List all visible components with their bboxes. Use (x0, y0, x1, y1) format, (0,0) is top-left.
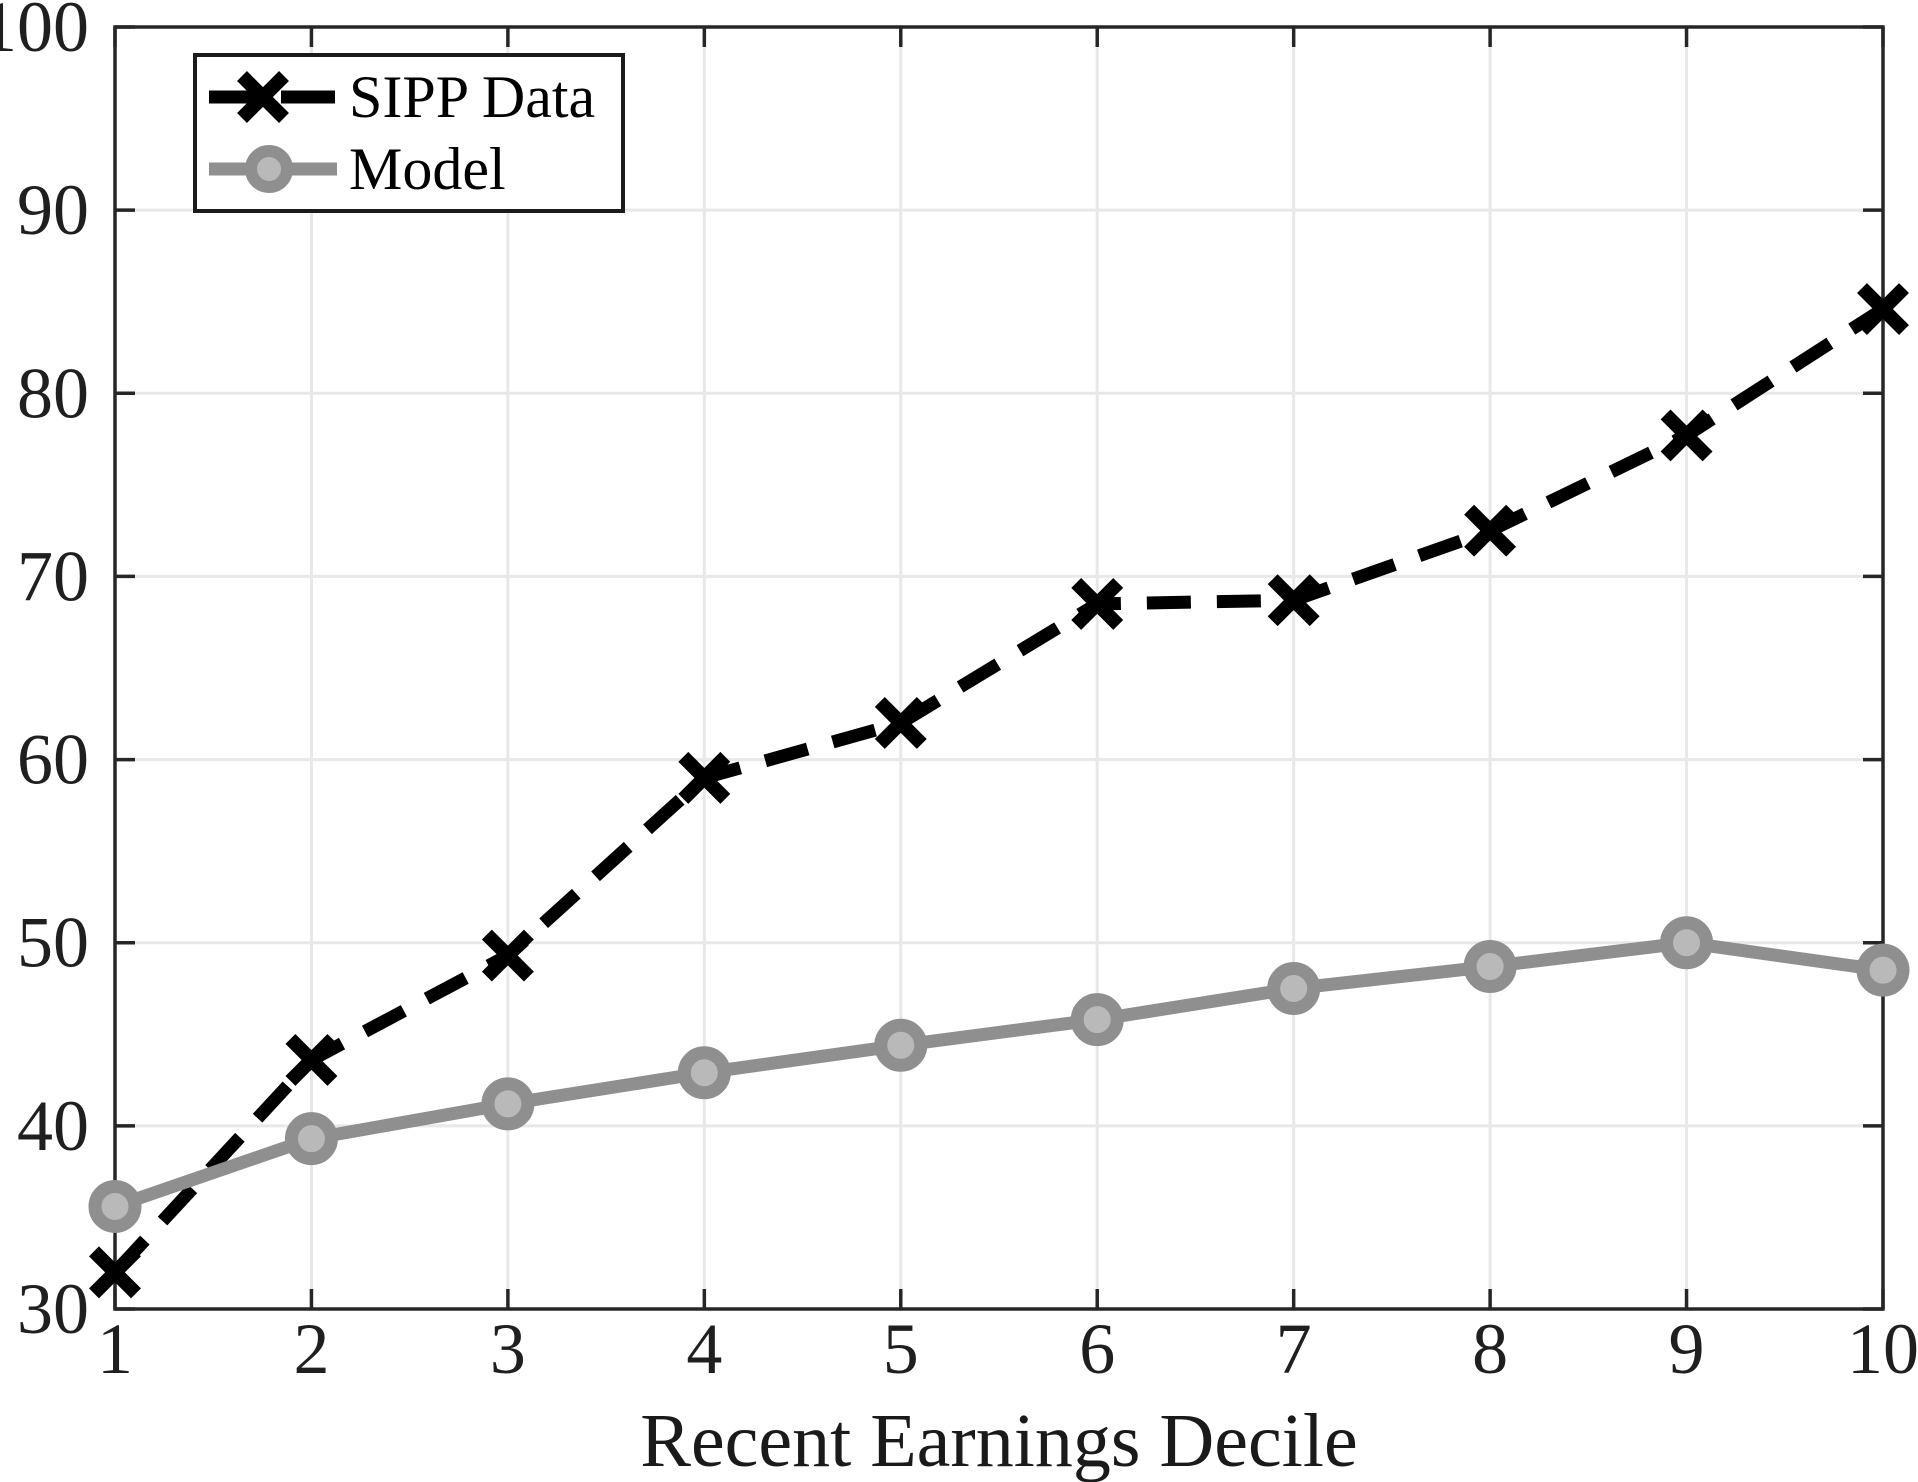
legend-label-model: Model (349, 136, 506, 202)
legend-entry-model: Model (207, 137, 611, 201)
legend: SIPP Data Model (193, 53, 625, 213)
x-axis-tick-label: 9 (1669, 1309, 1705, 1389)
x-axis-tick-label: 1 (97, 1309, 133, 1389)
sipp-data-point-marker (1464, 504, 1517, 557)
sipp-data-point-marker (1660, 409, 1713, 462)
sipp-data-point-marker (89, 1246, 141, 1299)
sipp-data-point-marker (1071, 577, 1124, 630)
sipp-data-point-marker (874, 696, 927, 749)
y-axis-tick-label: 80 (17, 353, 89, 433)
x-axis-tick-label: 4 (686, 1309, 722, 1389)
legend-swatch-circle-marker (245, 145, 293, 193)
sipp-data-point-marker (1267, 574, 1320, 627)
y-axis-tick-label: 60 (17, 720, 89, 800)
model-line-swatch (209, 145, 337, 193)
model-data-point-marker (1856, 943, 1910, 997)
model-data-point-marker (284, 1112, 338, 1166)
model-data-point-marker (1070, 993, 1124, 1047)
y-axis-tick-label: 30 (17, 1269, 89, 1349)
model-data-point-marker (1463, 940, 1517, 994)
model-data-point-marker (481, 1077, 535, 1131)
sipp-data-line-swatch (209, 71, 337, 123)
axes-box (113, 25, 1885, 1311)
sipp-data-point-marker (678, 751, 731, 804)
y-axis-tick-label: 50 (17, 903, 89, 983)
x-axis-tick-label: 6 (1079, 1309, 1115, 1389)
x-axis-tick-label: 2 (293, 1309, 329, 1389)
model-data-point-marker (88, 1179, 142, 1233)
y-axis-tick-label: 100 (0, 0, 89, 67)
x-axis-title: Recent Earnings Decile (640, 1399, 1357, 1482)
legend-label-sipp-data: SIPP Data (349, 64, 596, 130)
x-axis-tick-label: 8 (1472, 1309, 1508, 1389)
sipp-data-point-marker (481, 929, 534, 982)
model-data-point-marker (874, 1018, 928, 1072)
sipp-data-point-marker (285, 1033, 338, 1086)
x-axis-tick-label: 5 (883, 1309, 919, 1389)
legend-swatch-x-marker (237, 71, 289, 123)
x-axis-tick-label: 3 (490, 1309, 526, 1389)
sipp-data-point-marker (1857, 283, 1909, 335)
y-axis-tick-label: 40 (17, 1086, 89, 1166)
model-data-point-marker (677, 1046, 731, 1100)
model-data-point-marker (1267, 962, 1321, 1015)
legend-entry-sipp-data: SIPP Data (207, 65, 611, 129)
x-axis-tick-label: 7 (1276, 1309, 1312, 1389)
x-axis-tick-label: 10 (1847, 1309, 1918, 1389)
model-series-line (112, 936, 1884, 1213)
y-axis-tick-label: 90 (17, 170, 89, 250)
y-axis-tick-label: 70 (17, 536, 89, 616)
model-data-point-marker (1660, 916, 1714, 970)
